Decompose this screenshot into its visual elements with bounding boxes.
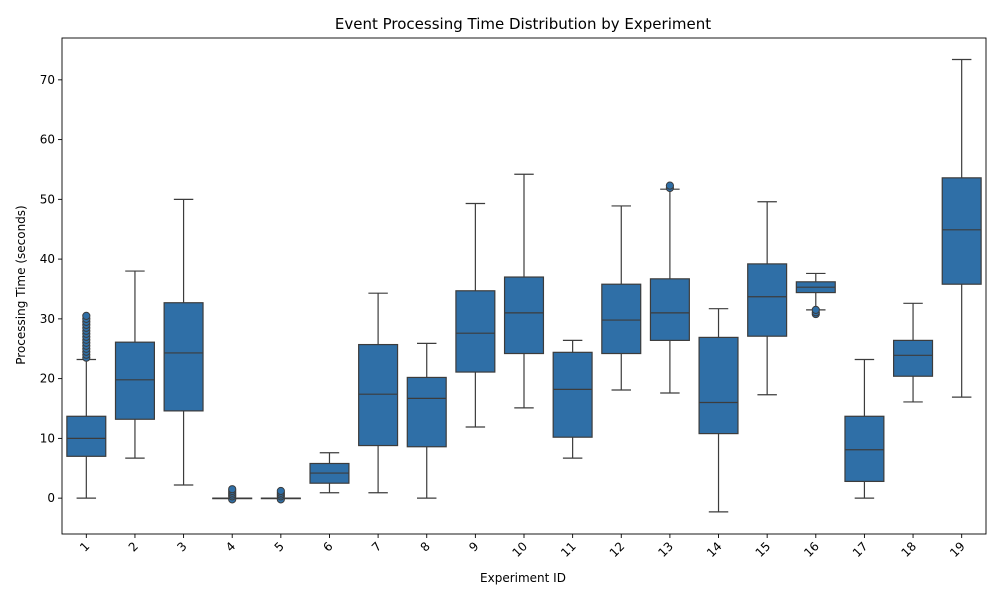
box-group-14 [698,308,739,513]
iqr-box [66,415,107,457]
iqr-box [844,415,885,483]
x-axis: 1 2 3 4 5 6 7 8 9 10 11 12 13 14 15 16 17 18 19 [77,534,968,560]
plot-frame [61,37,987,535]
x-tick-label: 19 [947,539,968,560]
y-tick-label: 60 [40,133,55,147]
iqr-box [552,351,593,438]
y-tick-label: 0 [47,491,55,505]
box-group-9 [455,202,496,428]
x-tick-label: 2 [126,539,141,554]
iqr-box [941,177,982,285]
box-group-18 [892,302,934,403]
x-tick-label: 12 [607,539,628,560]
y-axis-label: Processing Time (seconds) [14,205,28,365]
y-tick-label: 10 [40,431,55,445]
x-tick-label: 11 [558,539,579,560]
box-group-3 [163,198,204,486]
iqr-box [892,339,934,377]
box-group-15 [747,201,788,396]
y-tick-label: 20 [40,372,55,386]
outlier-point [811,305,820,315]
x-tick-label: 17 [850,539,871,560]
x-tick-label: 3 [174,539,189,554]
x-tick-label: 8 [418,539,433,554]
chart-title: Event Processing Time Distribution by Ex… [335,15,711,33]
box-group-10 [503,173,545,409]
box-group-1 [66,311,107,499]
iqr-box [503,276,545,355]
x-tick-label: 6 [320,539,335,554]
iqr-box [601,283,642,355]
iqr-box [358,343,399,447]
iqr-box [649,278,690,341]
box-group-13 [649,181,690,394]
x-tick-label: 4 [223,539,238,554]
iqr-box [747,263,788,337]
x-tick-label: 13 [655,539,676,560]
box-group-17 [844,358,885,499]
iqr-box [406,376,447,448]
iqr-box [455,290,496,373]
y-tick-label: 40 [40,252,55,266]
plot-area [66,58,982,513]
x-tick-label: 7 [369,539,384,554]
box-group-6 [309,452,350,494]
box-group-2 [114,270,155,459]
x-tick-label: 10 [509,539,530,560]
box-group-12 [601,205,642,391]
box-group-7 [358,292,399,494]
box-group-4 [212,485,253,504]
x-tick-label: 14 [704,539,725,560]
x-tick-label: 9 [466,539,481,554]
x-tick-label: 18 [898,539,919,560]
outlier-point [228,485,237,494]
box-group-16 [795,272,836,319]
y-tick-label: 50 [40,192,55,206]
y-tick-label: 30 [40,312,55,326]
y-axis: 0 10 20 30 40 50 60 70 [40,73,62,505]
outlier-point [82,311,91,320]
y-tick-label: 70 [40,73,55,87]
iqr-box [698,336,739,435]
x-tick-label: 5 [272,539,287,554]
iqr-box [114,341,155,420]
x-tick-label: 1 [77,539,92,554]
box-group-8 [406,342,447,499]
box-group-5 [260,486,301,504]
box-group-11 [552,339,593,459]
outlier-point [665,181,674,190]
x-tick-label: 15 [753,539,774,560]
x-tick-label: 16 [801,539,822,560]
x-axis-label: Experiment ID [480,571,566,585]
box-group-19 [941,58,982,398]
iqr-box [163,302,204,412]
outlier-point [276,486,285,496]
